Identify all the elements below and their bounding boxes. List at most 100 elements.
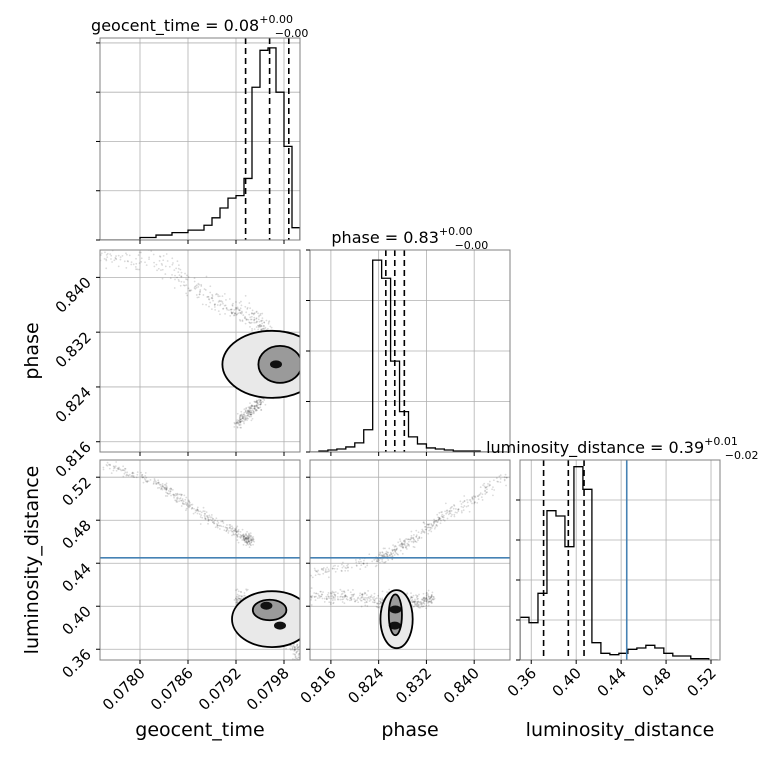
sample-point [252, 313, 255, 316]
sample-point [381, 555, 383, 558]
sample-point [347, 563, 349, 566]
sample-point [241, 528, 244, 531]
sample-point [238, 536, 241, 538]
sample-point [200, 283, 203, 286]
sample-point [368, 597, 371, 600]
sample-point [438, 518, 441, 521]
sample-point [378, 554, 381, 557]
sample-point [428, 600, 431, 603]
sample-point [242, 417, 245, 420]
sample-point [124, 471, 127, 474]
sample-point [246, 535, 248, 537]
sample-point [404, 544, 406, 547]
sample-point [318, 573, 321, 576]
sample-point [409, 598, 412, 600]
sample-point [448, 510, 451, 513]
sample-point [505, 484, 507, 487]
sample-point [481, 499, 484, 501]
sample-point [199, 288, 202, 291]
sample-point [392, 544, 395, 547]
sample-point [426, 526, 429, 529]
sample-point [363, 592, 366, 595]
sample-point [247, 410, 250, 413]
sample-point [493, 489, 496, 491]
sample-point [251, 309, 254, 312]
sample-point [423, 602, 426, 605]
sample-point [249, 413, 252, 416]
sample-point [254, 405, 256, 407]
sample-point [410, 534, 413, 537]
sample-point [401, 542, 404, 545]
sample-point [354, 600, 357, 603]
sample-point [231, 528, 234, 530]
sample-point [382, 555, 384, 558]
sample-point [169, 490, 172, 493]
sample-point [391, 549, 394, 552]
sample-point [456, 511, 458, 514]
sample-point [350, 597, 353, 600]
sample-point [191, 507, 194, 509]
sample-point [399, 549, 402, 552]
sample-point [212, 518, 215, 520]
sample-point [210, 308, 213, 311]
sample-point [142, 481, 145, 484]
sample-point [232, 311, 235, 314]
sample-point [441, 513, 444, 516]
sample-point [231, 312, 233, 315]
sample-point [230, 311, 233, 314]
sample-point [253, 321, 256, 324]
sample-point [248, 534, 251, 536]
sample-point [178, 497, 181, 500]
sample-point [239, 420, 242, 423]
sample-point [412, 534, 415, 536]
sample-point [425, 528, 428, 531]
sample-point [337, 598, 339, 600]
sample-point [243, 592, 246, 594]
sample-point [433, 518, 435, 521]
sample-point [245, 539, 248, 542]
sample-point [245, 537, 248, 539]
sample-point [247, 409, 250, 412]
sample-point [243, 535, 246, 538]
sample-point [141, 476, 144, 479]
sample-point [310, 596, 313, 599]
sample-point [253, 328, 256, 331]
sample-point [333, 593, 336, 596]
title-lower-error: −0.00 [455, 239, 489, 252]
sample-point [140, 475, 143, 478]
sample-point [394, 550, 396, 552]
sample-point [399, 540, 402, 543]
sample-point [219, 303, 222, 306]
sample-point [425, 600, 427, 603]
axes-frame [309, 459, 511, 661]
sample-point [264, 403, 267, 406]
sample-point [248, 536, 250, 539]
sample-point [161, 488, 164, 491]
sample-point [144, 475, 147, 477]
sample-point [259, 312, 262, 315]
sample-point [430, 602, 433, 605]
sample-point [433, 597, 436, 600]
sample-point [263, 399, 266, 401]
sample-point [253, 318, 256, 321]
sample-point [155, 483, 157, 485]
sample-point [322, 591, 324, 594]
sample-point [466, 501, 469, 504]
sample-point [249, 402, 251, 405]
sample-point [261, 317, 264, 320]
sample-point [205, 511, 208, 514]
sample-point [176, 501, 179, 503]
sample-point [161, 485, 164, 488]
sample-point [412, 605, 415, 608]
sample-point [294, 656, 297, 659]
sample-point [427, 524, 430, 526]
sample-point [343, 595, 346, 598]
sample-point [103, 258, 106, 260]
sample-point [385, 550, 388, 553]
density-peak [260, 601, 273, 610]
sample-point [341, 566, 344, 569]
sample-point [116, 467, 119, 470]
sample-point [241, 319, 244, 322]
axes-frame [519, 459, 721, 661]
sample-point [238, 309, 241, 312]
